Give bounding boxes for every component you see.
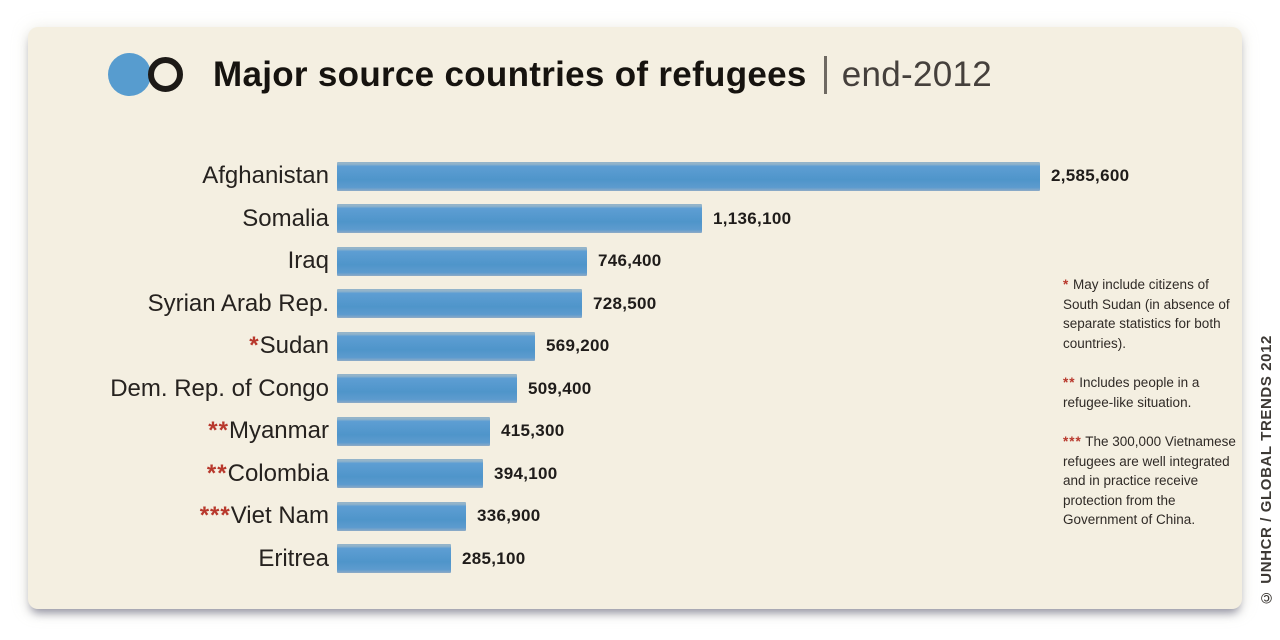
category-label: Dem. Rep. of Congo	[28, 375, 337, 403]
chart-header: Major source countries of refugees end-2…	[108, 53, 992, 96]
value-label: 1,136,100	[713, 208, 792, 228]
bar	[337, 416, 490, 446]
category-name: Afghanistan	[202, 162, 329, 190]
bar	[337, 374, 517, 404]
footnote-marker: **	[208, 417, 229, 445]
value-label: 746,400	[598, 251, 662, 271]
unhcr-circles-icon	[108, 53, 183, 96]
page-title: Major source countries of refugees	[213, 54, 807, 94]
category-name: Somalia	[242, 204, 329, 232]
category-label: **Colombia	[28, 460, 337, 488]
category-label: Somalia	[28, 205, 337, 233]
category-name: Dem. Rep. of Congo	[110, 374, 329, 402]
chart-row: **Colombia 394,100	[28, 453, 1242, 496]
filled-circle-icon	[108, 53, 151, 96]
category-name: Eritrea	[258, 544, 329, 572]
bar	[337, 331, 535, 361]
bar	[337, 459, 483, 489]
bar	[337, 161, 1040, 191]
value-label: 569,200	[546, 336, 610, 356]
chart-row: ***Viet Nam 336,900	[28, 495, 1242, 538]
category-label: **Myanmar	[28, 417, 337, 445]
footnotes: * May include citizens of South Sudan (i…	[1063, 275, 1241, 550]
category-name: Sudan	[259, 332, 329, 360]
page-subtitle: end-2012	[841, 54, 992, 94]
category-label: *Sudan	[28, 332, 337, 360]
value-label: 728,500	[593, 293, 657, 313]
footnote: ** Includes people in a refugee-like sit…	[1063, 373, 1241, 412]
chart-row: Somalia 1,136,100	[28, 198, 1242, 241]
value-label: 509,400	[528, 378, 592, 398]
category-label: ***Viet Nam	[28, 502, 337, 530]
category-name: Syrian Arab Rep.	[147, 289, 329, 317]
bar	[337, 289, 582, 319]
chart-row: *Sudan 569,200	[28, 325, 1242, 368]
title-separator	[823, 55, 827, 94]
value-label: 2,585,600	[1051, 166, 1130, 186]
bar	[337, 246, 587, 276]
infographic-panel: Major source countries of refugees end-2…	[28, 27, 1242, 609]
value-label: 394,100	[494, 463, 558, 483]
category-name: Colombia	[227, 459, 329, 487]
chart-row: Iraq 746,400	[28, 240, 1242, 283]
chart-row: Syrian Arab Rep. 728,500	[28, 283, 1242, 326]
footnote-marker: ***	[199, 502, 231, 530]
category-label: Syrian Arab Rep.	[28, 290, 337, 318]
category-label: Afghanistan	[28, 162, 337, 190]
category-label: Iraq	[28, 247, 337, 275]
bar	[337, 501, 466, 531]
category-label: Eritrea	[28, 545, 337, 573]
bar	[337, 204, 702, 234]
chart-row: Eritrea 285,100	[28, 538, 1242, 581]
footnote-marker: *	[1063, 277, 1070, 292]
chart-row: Dem. Rep. of Congo 509,400	[28, 368, 1242, 411]
bar	[337, 544, 451, 574]
bar-chart: Afghanistan 2,585,600 Somalia 1,136,100 Iraq…	[28, 155, 1242, 580]
copyright-credit: © UNHCR / GLOBAL TRENDS 2012	[1258, 334, 1275, 606]
chart-row: Afghanistan 2,585,600	[28, 155, 1242, 198]
value-label: 285,100	[462, 548, 526, 568]
category-name: Myanmar	[228, 417, 329, 445]
footnote-marker: *	[249, 332, 260, 360]
value-label: 415,300	[501, 421, 565, 441]
footnote-text: May include citizens of South Sudan (in …	[1063, 277, 1230, 351]
footnote-text: The 300,000 Vietnamese refugees are well…	[1063, 434, 1236, 527]
footnote-marker: **	[206, 459, 228, 487]
footnote-text: Includes people in a refugee-like situat…	[1063, 375, 1200, 410]
value-label: 336,900	[477, 506, 541, 526]
footnote: * May include citizens of South Sudan (i…	[1063, 275, 1241, 353]
chart-row: **Myanmar 415,300	[28, 410, 1242, 453]
category-name: Iraq	[287, 247, 329, 275]
footnote-marker: ***	[1063, 434, 1082, 449]
ring-circle-icon	[148, 57, 183, 92]
footnote: *** The 300,000 Vietnamese refugees are …	[1063, 432, 1241, 530]
footnote-marker: **	[1063, 375, 1076, 390]
category-name: Viet Nam	[230, 502, 329, 530]
